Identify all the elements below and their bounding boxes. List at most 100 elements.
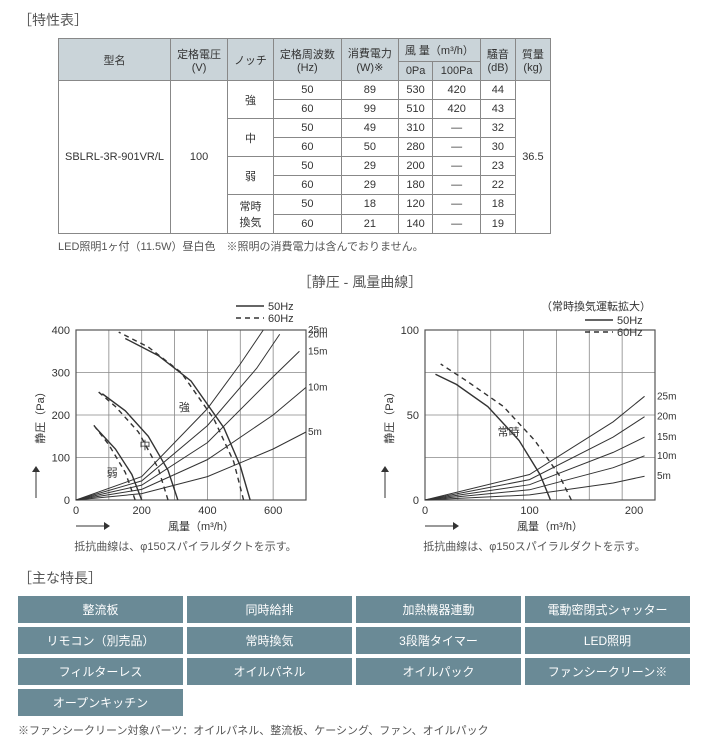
th-airflow: 風 量（m³/h） (398, 39, 480, 62)
svg-text:600: 600 (264, 505, 282, 517)
spec-title: ［特性表］ (18, 10, 702, 30)
feature-tag: オイルパネル (187, 658, 352, 685)
cell-a100: — (433, 119, 481, 138)
cell-noise: 44 (480, 81, 515, 100)
th-notch: ノッチ (228, 39, 274, 81)
cell-voltage: 100 (171, 81, 228, 234)
svg-text:中: 中 (140, 439, 151, 452)
chart-right-svg: 0100200050100風量（m³/h）静圧（Pa）（常時換気運転拡大）50H… (380, 298, 689, 534)
feature-tag: 加熱機器連動 (356, 596, 521, 623)
spec-section: ［特性表］ 型名 定格電圧(V) ノッチ 定格周波数(Hz) 消費電力(W)※ … (18, 10, 702, 254)
cell-a0: 120 (398, 195, 433, 215)
cell-power: 18 (341, 195, 398, 215)
svg-text:60Hz: 60Hz (617, 327, 643, 339)
svg-text:200: 200 (52, 410, 70, 422)
cell-a100: — (433, 176, 481, 195)
svg-text:0: 0 (422, 505, 428, 517)
cell-a0: 310 (398, 119, 433, 138)
cell-a0: 510 (398, 100, 433, 119)
svg-text:弱: 弱 (107, 467, 118, 480)
cell-noise: 30 (480, 138, 515, 157)
svg-text:20m: 20m (308, 329, 327, 340)
feature-tag: 同時給排 (187, 596, 352, 623)
cell-freq: 50 (273, 157, 341, 176)
cell-power: 99 (341, 100, 398, 119)
table-row: SBLRL-3R-901VR/L100強50895304204436.5 (59, 81, 551, 100)
svg-text:（常時換気運転拡大）: （常時換気運転拡大） (541, 299, 651, 313)
svg-text:20m: 20m (657, 412, 676, 423)
th-freq: 定格周波数(Hz) (273, 39, 341, 81)
cell-a100: — (433, 214, 481, 234)
cell-freq: 60 (273, 100, 341, 119)
cell-power: 89 (341, 81, 398, 100)
cell-notch: 強 (228, 81, 274, 119)
svg-text:静圧（Pa）: 静圧（Pa） (382, 386, 396, 443)
cell-freq: 50 (273, 81, 341, 100)
curve-title: ［静圧 - 風量曲線］ (18, 272, 702, 292)
cell-notch: 中 (228, 119, 274, 157)
feature-tag: フィルターレス (18, 658, 183, 685)
feature-tag: 整流板 (18, 596, 183, 623)
svg-text:強: 強 (179, 401, 190, 414)
th-noise: 騒音(dB) (480, 39, 515, 81)
svg-text:200: 200 (625, 505, 643, 517)
chart-left: 02004006000100200300400風量（m³/h）静圧（Pa）50H… (31, 298, 340, 554)
cell-a100: — (433, 157, 481, 176)
svg-text:5m: 5m (657, 471, 671, 482)
svg-text:10m: 10m (308, 382, 327, 393)
features-title: ［主な特長］ (18, 568, 702, 588)
svg-text:50Hz: 50Hz (268, 301, 294, 313)
svg-text:5m: 5m (308, 427, 322, 438)
svg-text:15m: 15m (657, 432, 676, 443)
svg-text:60Hz: 60Hz (268, 313, 294, 325)
cell-power: 29 (341, 176, 398, 195)
cell-power: 50 (341, 138, 398, 157)
cell-a100: — (433, 195, 481, 215)
curve-section: ［静圧 - 風量曲線］ 02004006000100200300400風量（m³… (18, 272, 702, 554)
cell-freq: 50 (273, 195, 341, 215)
spec-table: 型名 定格電圧(V) ノッチ 定格周波数(Hz) 消費電力(W)※ 風 量（m³… (58, 38, 551, 234)
svg-text:0: 0 (73, 505, 79, 517)
svg-text:10m: 10m (657, 451, 676, 462)
th-power: 消費電力(W)※ (341, 39, 398, 81)
cell-mass: 36.5 (515, 81, 550, 234)
chart-right: 0100200050100風量（m³/h）静圧（Pa）（常時換気運転拡大）50H… (380, 298, 689, 554)
features-footnote: ※ファンシークリーン対象パーツ：オイルパネル、整流板、ケーシング、ファン、オイル… (18, 722, 702, 738)
svg-text:400: 400 (52, 325, 70, 337)
chart-left-svg: 02004006000100200300400風量（m³/h）静圧（Pa）50H… (31, 298, 340, 534)
svg-text:400: 400 (198, 505, 216, 517)
spec-note: LED照明1ヶ付（11.5W）昼白色 ※照明の消費電力は含んでおりません。 (58, 238, 702, 254)
cell-power: 29 (341, 157, 398, 176)
th-100pa: 100Pa (433, 62, 481, 81)
cell-a0: 200 (398, 157, 433, 176)
th-mass: 質量(kg) (515, 39, 550, 81)
cell-a100: 420 (433, 100, 481, 119)
svg-text:300: 300 (52, 368, 70, 380)
th-model: 型名 (59, 39, 171, 81)
cell-freq: 60 (273, 214, 341, 234)
svg-text:静圧（Pa）: 静圧（Pa） (33, 386, 47, 443)
cell-a100: 420 (433, 81, 481, 100)
cell-noise: 18 (480, 195, 515, 215)
feature-tag: ファンシークリーン※ (525, 658, 690, 685)
cell-a100: — (433, 138, 481, 157)
cell-power: 21 (341, 214, 398, 234)
cell-a0: 280 (398, 138, 433, 157)
cell-noise: 32 (480, 119, 515, 138)
cell-notch: 弱 (228, 157, 274, 195)
feature-tag: オープンキッチン (18, 689, 183, 716)
cell-freq: 60 (273, 138, 341, 157)
svg-text:風量（m³/h）: 風量（m³/h） (517, 520, 583, 533)
th-voltage: 定格電圧(V) (171, 39, 228, 81)
cell-power: 49 (341, 119, 398, 138)
svg-text:200: 200 (133, 505, 151, 517)
svg-text:25m: 25m (657, 391, 676, 402)
cell-model: SBLRL-3R-901VR/L (59, 81, 171, 234)
chart-left-footnote: 抵抗曲線は、φ150スパイラルダクトを示す。 (74, 538, 296, 554)
svg-text:50: 50 (407, 410, 419, 422)
th-0pa: 0Pa (398, 62, 433, 81)
cell-noise: 43 (480, 100, 515, 119)
features-section: ［主な特長］ 整流板同時給排加熱機器連動電動密閉式シャッターリモコン（別売品）常… (18, 568, 702, 738)
feature-tag: オイルパック (356, 658, 521, 685)
cell-a0: 530 (398, 81, 433, 100)
